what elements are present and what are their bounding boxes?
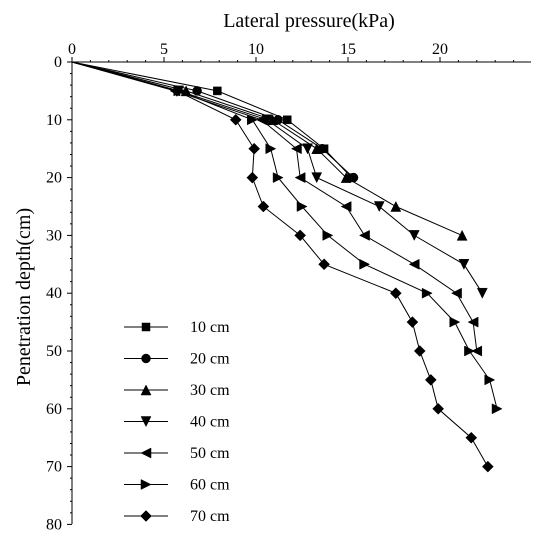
data-point [406,316,419,328]
y-tick-label: 0 [54,54,62,71]
legend-label: 50 cm [190,445,230,462]
series-30-cm [71,61,468,241]
data-point [373,201,385,213]
data-point [465,431,478,444]
data-point [340,201,352,212]
legend-marker [141,322,151,332]
x-tick-label: 10 [248,41,264,58]
data-point [311,172,323,184]
data-point [229,113,242,126]
data-point [192,86,202,96]
data-point [265,143,277,155]
legend-marker [140,510,152,522]
legend-label: 70 cm [190,508,230,525]
legend-item: 30 cm [124,382,230,399]
y-tick-label: 70 [46,459,62,476]
legend-item: 20 cm [124,351,230,368]
data-point [302,143,313,155]
series-50-cm [71,61,483,357]
series-20-cm [71,61,359,183]
legend-item: 70 cm [124,508,230,525]
data-point [296,201,308,212]
x-axis-title: Lateral pressure(kPa) [223,10,395,32]
data-point [408,230,420,241]
data-point [272,172,284,184]
data-point [290,143,302,155]
legend-marker [140,416,152,428]
data-point [449,316,461,328]
data-point [484,374,496,386]
legend-item: 60 cm [124,477,230,494]
y-tick-label: 20 [46,170,62,187]
y-tick-label: 50 [46,343,62,360]
x-tick-label: 5 [160,41,168,58]
data-point [458,259,470,270]
legend-label: 10 cm [190,319,230,336]
data-point [246,171,259,184]
legend-item: 10 cm [124,319,230,336]
data-point [257,200,270,213]
data-point [318,258,330,271]
axes: 0 5 10 15 20 0 10 20 30 40 50 60 70 80 [46,41,531,533]
data-point [294,172,306,184]
data-point [476,287,488,299]
legend-item: 50 cm [124,445,230,462]
data-point [456,229,468,241]
data-point [481,460,494,473]
series-layer [71,61,503,473]
y-tick-label: 80 [46,516,62,533]
data-point [432,402,445,415]
data-point [359,229,370,241]
x-tick-label: 20 [432,41,448,58]
y-tick-label: 10 [46,112,62,129]
data-point [248,142,261,155]
data-point [340,172,352,183]
x-tick-label: 15 [340,41,356,58]
legend: 10 cm 20 cm 30 cm 40 cm 50 cm 60 cm 70 cm [124,319,230,525]
series-70-cm [71,61,494,473]
data-point [464,345,475,357]
data-point [255,114,267,126]
legend-label: 60 cm [190,477,230,494]
data-point [283,115,292,125]
data-point [424,374,437,386]
data-point [213,86,222,96]
data-point [322,229,334,241]
legend-marker [140,447,152,459]
y-axis-title: Penetration depth(cm) [13,208,35,386]
series-line [71,61,478,352]
series-line [71,61,498,409]
data-point [451,287,462,299]
legend-label: 20 cm [190,351,230,368]
data-point [294,229,307,242]
data-point [471,345,483,357]
series-60-cm [71,61,503,415]
y-tick-label: 60 [46,401,62,418]
data-point [171,85,183,97]
legend-marker [140,479,152,490]
legend-marker [140,384,152,396]
x-tick-label: 0 [68,41,76,58]
series-40-cm [71,61,488,299]
data-point [467,316,479,328]
series-line [71,61,353,178]
data-point [413,345,426,357]
data-point [247,114,258,126]
legend-label: 40 cm [190,414,230,431]
legend-label: 30 cm [190,382,230,399]
y-tick-label: 40 [46,285,62,302]
data-point [389,287,402,300]
data-point [421,287,433,299]
series-10-cm [71,61,356,182]
legend-marker [141,353,151,364]
data-point [491,403,503,415]
legend-item: 40 cm [124,414,230,431]
data-point [359,258,371,270]
data-point [311,143,323,154]
data-point [390,200,402,212]
y-tick-label: 30 [46,227,62,244]
data-point [408,258,420,270]
